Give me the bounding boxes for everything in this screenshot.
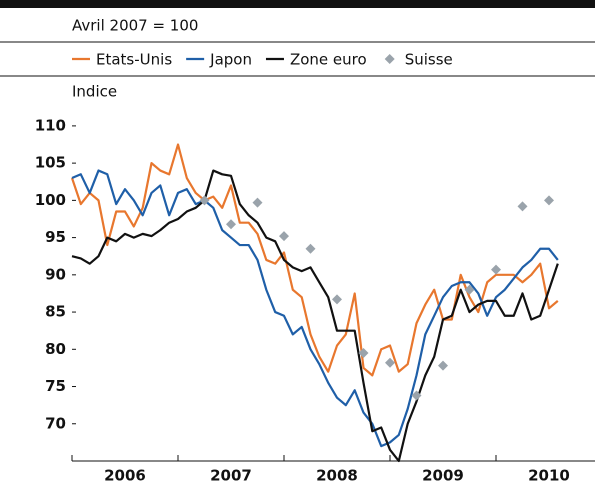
diamond-marker [358,348,369,359]
x-tick-label: 2008 [316,467,358,485]
x-tick-label: 2010 [528,467,570,485]
legend-label: Etats-Unis [96,51,172,69]
y-tick-label: 85 [45,303,66,321]
diamond-marker [279,231,289,242]
series-line [71,169,559,463]
diamond-marker [199,195,210,206]
y-tick-label: 105 [35,154,66,172]
legend-label: Suisse [405,51,453,69]
legend: Etats-Unis Japon Zone euro Suisse [72,51,453,69]
y-tick-label: 95 [45,228,66,246]
series-line [71,169,559,448]
y-tick-label: 90 [45,265,66,283]
legend-marker [384,54,395,64]
x-tick-label: 2007 [210,467,252,485]
legend-label: Japon [209,51,252,69]
diamond-marker [305,243,316,254]
diamond-marker [464,284,475,295]
subtitle: Avril 2007 = 100 [72,17,198,35]
series-line [70,143,559,377]
legend-label: Zone euro [290,51,367,69]
diamond-marker [411,390,422,401]
diamond-marker [385,357,395,368]
y-tick-label: 110 [35,116,66,134]
diamond-marker [544,195,554,206]
diamond-marker [332,294,342,305]
y-axis-label: Indice [72,83,117,101]
diamond-marker [517,201,528,212]
x-tick-label: 2009 [422,467,464,485]
top-bar [0,0,595,8]
diamond-marker [226,219,236,230]
y-tick-label: 75 [45,377,66,395]
y-tick-label: 70 [45,414,66,432]
diamond-marker [491,264,501,275]
y-tick-label: 80 [45,340,66,358]
x-tick-label: 2006 [104,467,146,485]
diamond-marker [438,360,448,371]
diamond-marker [252,197,263,208]
y-tick-label: 100 [35,191,66,209]
